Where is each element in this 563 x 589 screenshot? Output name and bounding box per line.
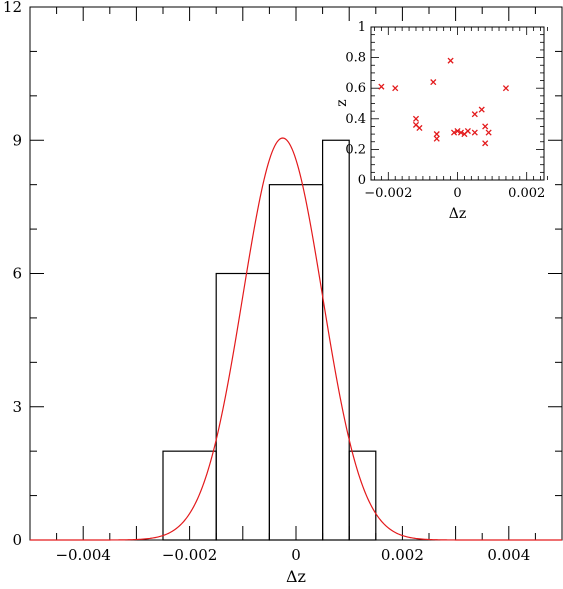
inset-y-tick-label: 0.4 [345,112,366,127]
scatter-point [478,106,485,113]
scatter-point [450,129,458,136]
main-x-tick-label: −0.004 [55,546,111,564]
main-x-tick-label: −0.002 [162,546,218,564]
scatter-point [378,83,385,90]
inset-x-axis-title: Δz [449,206,467,222]
scatter-point [471,111,478,118]
main-y-tick-label: 0 [12,531,22,549]
scatter-point [416,124,423,132]
scatter-point [454,127,461,135]
histogram-bar [348,450,377,541]
inset-x-tick-label: −0.002 [364,186,412,201]
histogram-bar [322,139,350,541]
scatter-point [471,129,478,136]
main-x-tick-label: 0 [291,546,301,564]
scatter-point [433,135,440,142]
inset-x-tick-labels: −0.002 0 0.002 [364,186,545,201]
inset-y-tick-labels: 0 0.2 0.4 0.6 0.8 1 [345,20,366,188]
scatter-point [464,127,471,135]
main-x-tick-labels: −0.004 −0.002 0 0.002 0.004 [55,546,530,564]
histogram-bars [162,139,377,541]
scatter-point [482,140,489,147]
scatter-point [485,129,492,136]
inset-y-tick-label: 0.2 [345,142,366,157]
main-x-tick-label: 0.002 [381,546,424,564]
inset-y-tick-label: 0 [358,173,366,188]
inset-y-tick-label: 0.8 [345,51,366,66]
scatter-point [457,129,465,136]
inset-y-axis-title: z [334,99,350,106]
main-y-tick-label: 9 [12,131,22,149]
inset-x-tick-label: 0.002 [508,186,545,201]
main-y-tick-label: 6 [12,265,22,283]
scatter-point [430,79,437,86]
main-y-tick-labels: 0 3 6 9 12 [3,0,22,549]
inset-scatter-points [378,57,509,147]
main-y-tick-label: 12 [3,0,22,16]
gaussian-fit-curve [30,137,562,541]
main-plot: −0.004 −0.002 0 0.002 0.004 0 3 6 9 12 Δ… [3,0,563,586]
scatter-point [392,85,399,92]
main-y-tick-label: 3 [12,398,22,416]
inset-x-tick-label: 0 [453,186,461,201]
inset-y-tick-label: 1 [358,20,366,35]
inset-tick-marks [371,26,548,181]
inset-plot: −0.002 0 0.002 0 0.2 0.4 0.6 0.8 1 Δz z [334,20,548,222]
scatter-point [482,123,489,130]
inset-background [371,27,544,180]
scatter-point [412,115,420,122]
inset-y-tick-label: 0.6 [345,81,366,96]
scatter-point [433,131,440,138]
scatter-point [502,85,509,92]
scatter-point [447,57,454,64]
main-x-axis-title: Δz [286,567,306,586]
main-x-tick-label: 0.004 [487,546,530,564]
